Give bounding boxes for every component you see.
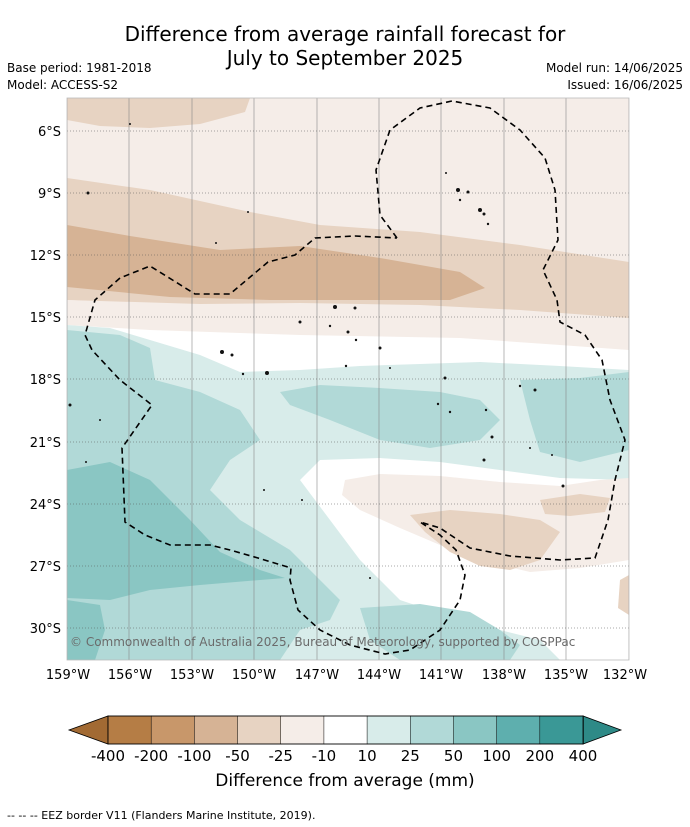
colorbar-segment [539, 715, 584, 745]
wet-region-100-200 [67, 462, 285, 600]
plot-frame [66, 97, 630, 661]
islands [68, 123, 565, 579]
dry-region-south-edge [618, 575, 629, 615]
colorbar-tick-label: 200 [525, 747, 554, 765]
colorbar-segment [150, 715, 196, 745]
lon-label: 138°W [482, 668, 526, 683]
latitude-labels: 6°S 9°S 12°S 15°S 18°S 21°S 24°S 27°S 30… [30, 125, 61, 637]
model-name: Model: ACCESS-S2 [7, 78, 119, 92]
lat-label: 12°S [30, 249, 61, 264]
colorbar: -400 -200 -100 -50 -25 -10 10 25 50 100 200 400 [67, 715, 623, 765]
lon-label: 153°W [170, 668, 214, 683]
dry-band-50-100 [67, 225, 485, 300]
colorbar-segment [453, 715, 498, 745]
colorbar-segments [107, 715, 584, 745]
colorbar-title: Difference from average (mm) [215, 771, 475, 791]
colorbar-tick-label: 400 [569, 747, 598, 765]
wet-region-100-200-south [67, 600, 105, 660]
wet-region-far-east [520, 372, 629, 462]
lon-label: 156°W [108, 668, 152, 683]
title-line-1: Difference from average rainfall forecas… [124, 22, 566, 46]
dry-region-southeast-mid [410, 510, 560, 570]
colorbar-tick-label: 100 [482, 747, 511, 765]
colorbar-segment [323, 715, 368, 745]
colorbar-tick-label: 25 [401, 747, 420, 765]
dry-band-thin [67, 300, 629, 335]
lat-label: 18°S [30, 373, 61, 388]
lon-label: 147°W [295, 668, 339, 683]
colorbar-tick-label: -50 [225, 747, 250, 765]
meta-right: Model run: 14/06/2025 Issued: 16/06/2025 [546, 60, 683, 94]
wet-region-south [360, 604, 520, 660]
lon-label: 159°W [46, 668, 90, 683]
colorbar-segment [194, 715, 239, 745]
colorbar-tick-label: -100 [177, 747, 211, 765]
colorbar-tick-label: -400 [91, 747, 125, 765]
lat-label: 6°S [38, 125, 61, 140]
colorbar-tick-labels: -400 -200 -100 -50 -25 -10 10 25 50 100 200 400 [91, 747, 597, 765]
lat-label: 9°S [38, 187, 61, 202]
meta-left: Base period: 1981-2018 Model: ACCESS-S2 [7, 60, 152, 94]
colorbar-tick-label: -200 [134, 747, 168, 765]
colorbar-segment [366, 715, 412, 745]
colorbar-left-arrow [67, 715, 109, 745]
lat-label: 24°S [30, 498, 61, 513]
lon-label: 144°W [357, 668, 401, 683]
lon-label: 135°W [544, 668, 588, 683]
colorbar-segment [107, 715, 152, 745]
colorbar-tick-label: 10 [358, 747, 377, 765]
lon-label: 141°W [419, 668, 463, 683]
title-line-2: July to September 2025 [226, 46, 464, 70]
colorbar-segment [280, 715, 325, 745]
dry-band-top-left [67, 98, 250, 128]
lon-label: 132°W [603, 668, 647, 683]
issued-date: Issued: 16/06/2025 [567, 78, 683, 92]
copyright-notice: © Commonwealth of Australia 2025, Bureau… [70, 635, 575, 649]
colorbar-tick-label: -10 [312, 747, 337, 765]
longitude-labels: 159°W 156°W 153°W 150°W 147°W 144°W 141°… [46, 668, 647, 683]
colorbar-segment [237, 715, 282, 745]
map-title: Difference from average rainfall forecas… [0, 22, 690, 70]
lat-label: 15°S [30, 311, 61, 326]
lon-label: 150°W [232, 668, 276, 683]
lat-label: 27°S [30, 560, 61, 575]
colorbar-tick-label: -25 [268, 747, 293, 765]
lat-label: 21°S [30, 436, 61, 451]
eez-legend: -- -- -- EEZ border V11 (Flanders Marine… [7, 809, 316, 822]
colorbar-segment [410, 715, 455, 745]
colorbar-segment [496, 715, 541, 745]
latitude-gridlines [67, 130, 629, 629]
model-run: Model run: 14/06/2025 [545, 61, 683, 75]
colorbar-frame [107, 715, 584, 745]
lat-label: 30°S [30, 622, 61, 637]
colorbar-tick-label: 50 [444, 747, 463, 765]
base-period: Base period: 1981-2018 [7, 61, 152, 75]
dry-region-southeast-edge [540, 494, 610, 516]
map-plot-area [67, 98, 629, 660]
wet-region-east [280, 385, 500, 448]
colorbar-right-arrow [582, 715, 623, 745]
